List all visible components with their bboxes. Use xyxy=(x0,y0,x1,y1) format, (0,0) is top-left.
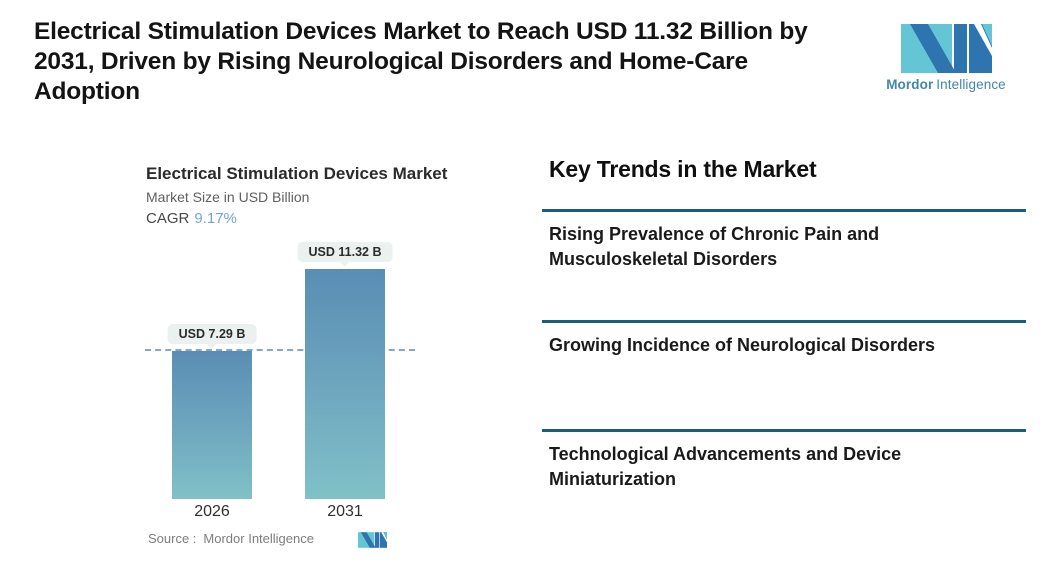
brand-logo: Mordor Intelligence xyxy=(876,24,1016,92)
trends-heading: Key Trends in the Market xyxy=(549,156,817,182)
mordor-intelligence-mark-icon xyxy=(901,24,992,73)
source-logo-icon xyxy=(358,532,387,548)
value-label-2031: USD 11.32 B xyxy=(297,242,393,262)
source-label: Source : xyxy=(148,531,197,546)
x-axis-label-2031: 2031 xyxy=(327,503,363,520)
trend-item-label: Technological Advancements and Device Mi… xyxy=(549,444,902,489)
chart-title: Electrical Stimulation Devices Market xyxy=(146,164,448,183)
trend-item-label: Growing Incidence of Neurological Disord… xyxy=(549,335,936,355)
trend-row: Technological Advancements and Device Mi… xyxy=(542,429,1026,492)
market-bar-chart: Electrical Stimulation Devices Market Ma… xyxy=(130,140,470,565)
x-axis-label-2026: 2026 xyxy=(194,503,230,520)
trend-row: Growing Incidence of Neurological Disord… xyxy=(542,320,1026,358)
page-title-line-2: 2031, Driven by Rising Neurological Diso… xyxy=(34,48,748,75)
trend-row: Rising Prevalence of Chronic Pain and Mu… xyxy=(542,209,1026,272)
source-row: Source : Mordor Intelligence xyxy=(148,531,314,546)
page-title-line-1: Electrical Stimulation Devices Market to… xyxy=(34,18,808,45)
cagr-row: CAGR 9.17% xyxy=(146,210,237,227)
cagr-label: CAGR xyxy=(146,210,190,227)
trend-item-label: Rising Prevalence of Chronic Pain and Mu… xyxy=(549,224,880,269)
brand-name-regular: Intelligence xyxy=(936,77,1006,92)
bar-2031 xyxy=(305,269,385,499)
brand-name-bold: Mordor xyxy=(886,77,934,92)
page-title: Electrical Stimulation Devices Market to… xyxy=(34,17,914,107)
reference-dashed-line xyxy=(145,349,415,351)
source-value: Mordor Intelligence xyxy=(203,531,314,546)
brand-name: Mordor Intelligence xyxy=(876,77,1016,92)
bar-2026 xyxy=(172,351,252,499)
chart-subtitle: Market Size in USD Billion xyxy=(146,189,310,205)
page-title-line-3: Adoption xyxy=(34,78,140,105)
value-label-2026: USD 7.29 B xyxy=(167,324,257,344)
cagr-value: 9.17% xyxy=(194,210,237,227)
